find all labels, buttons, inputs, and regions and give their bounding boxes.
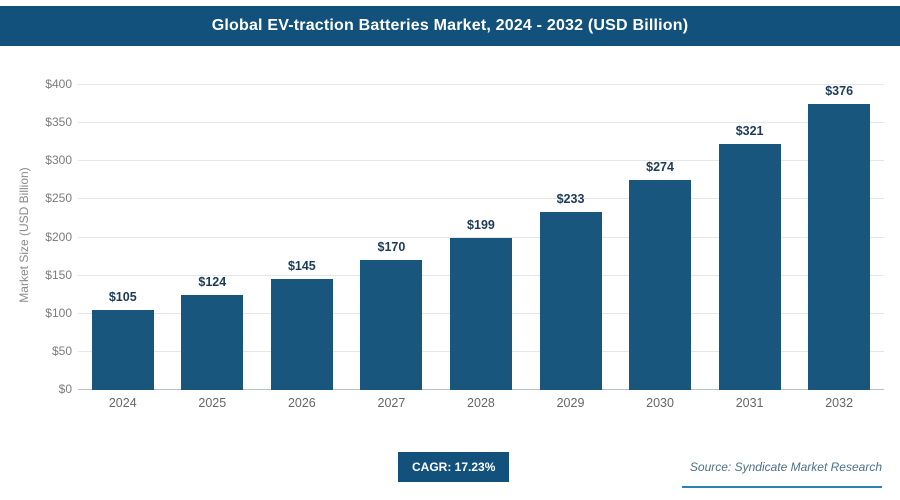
bar-value-label: $233 [556, 191, 585, 206]
x-axis-labels: 2024 2025 2026 2027 2028 2029 2030 2031 2032 [78, 396, 884, 410]
gridline [78, 160, 884, 162]
bar-column: $274 [615, 84, 705, 390]
bar-value-label: $199 [467, 217, 495, 232]
y-tick-label: $400 [45, 77, 72, 91]
bar [718, 144, 781, 390]
bar [808, 104, 871, 390]
x-tick-label: 2029 [556, 396, 585, 410]
plot-area: $0 $50 $100 $150 $200 $250 $300 $350 $400 $105 $1… [45, 77, 884, 396]
gridline [78, 198, 884, 200]
bar-value-label: $376 [825, 84, 854, 98]
y-tick-label: $300 [45, 153, 72, 168]
gridline [78, 236, 884, 238]
y-tick-label: $150 [45, 267, 72, 282]
x-tick-label: 2025 [198, 396, 227, 410]
x-tick-label: 2028 [467, 396, 495, 410]
x-tick-label: 2032 [825, 396, 854, 410]
x-tick-label: 2024 [108, 396, 137, 410]
bar [91, 309, 154, 390]
bar-column: $199 [436, 84, 526, 390]
y-tick-label: $200 [45, 229, 72, 244]
bar-column: $321 [705, 84, 795, 390]
bar-value-label: $321 [735, 124, 764, 139]
x-tick-label: 2026 [287, 396, 316, 410]
x-tick-label: 2027 [377, 396, 406, 410]
bar-value-label: $274 [646, 160, 674, 175]
cagr-badge: CAGR: 17.23% [398, 452, 510, 482]
gridline [78, 122, 884, 124]
bar [360, 259, 423, 390]
bar-column: $170 [347, 84, 437, 390]
bar [181, 295, 244, 390]
y-tick-label: $0 [58, 382, 72, 396]
bar-column: $376 [794, 84, 884, 390]
bar [539, 211, 602, 390]
y-tick-label: $100 [45, 305, 72, 320]
bar-series: $105 $124 $145 $170 $199 $233 $274 $321 $376 [78, 84, 884, 390]
bar [449, 237, 512, 390]
y-tick-label: $350 [45, 115, 72, 130]
source-text: Source: Syndicate Market Research [689, 460, 882, 474]
bar-column: $145 [257, 84, 347, 390]
bar-column: $105 [78, 84, 168, 390]
chart-title: Global EV-traction Batteries Market, 202… [211, 17, 689, 34]
y-tick-label: $250 [45, 191, 72, 206]
gridline [78, 84, 884, 85]
bar-value-label: $170 [377, 239, 406, 254]
bar [270, 279, 333, 390]
bar-value-label: $145 [287, 259, 316, 274]
x-tick-label: 2031 [735, 396, 764, 410]
y-tick-label: $50 [51, 343, 72, 358]
x-tick-label: 2030 [646, 396, 674, 410]
bar-column: $233 [526, 84, 616, 390]
bar-column: $124 [168, 84, 258, 390]
bar [629, 180, 692, 390]
chart-title-bar: Global EV-traction Batteries Market, 202… [0, 6, 900, 46]
bar-value-label: $105 [108, 289, 137, 304]
bar-value-label: $124 [198, 275, 227, 290]
source-attribution: Source: Syndicate Market Research [682, 458, 882, 488]
